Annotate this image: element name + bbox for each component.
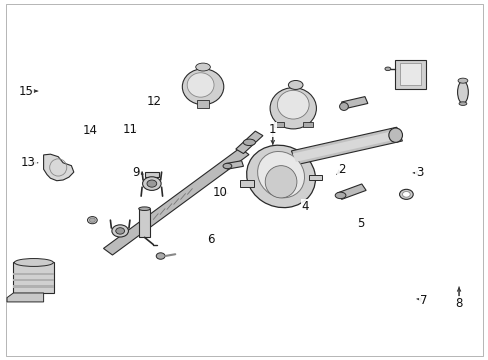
Ellipse shape (288, 81, 303, 89)
Text: 12: 12 (146, 95, 162, 108)
Ellipse shape (399, 189, 412, 199)
Bar (303, 122, 312, 127)
Polygon shape (337, 184, 366, 199)
Bar (13, 285, 54, 288)
Ellipse shape (257, 152, 304, 198)
Ellipse shape (384, 67, 390, 71)
Polygon shape (235, 131, 263, 154)
Text: 5: 5 (356, 216, 364, 230)
Ellipse shape (14, 258, 53, 266)
Text: 10: 10 (212, 186, 227, 199)
Ellipse shape (195, 63, 210, 71)
Ellipse shape (223, 163, 231, 169)
Text: 7: 7 (419, 294, 427, 307)
Ellipse shape (264, 166, 296, 198)
Text: 2: 2 (338, 163, 345, 176)
Polygon shape (291, 127, 402, 165)
Text: 4: 4 (301, 201, 308, 213)
Ellipse shape (147, 180, 157, 187)
Text: 3: 3 (415, 166, 423, 179)
Text: 6: 6 (207, 233, 215, 246)
Ellipse shape (187, 73, 214, 97)
Ellipse shape (457, 78, 467, 83)
Ellipse shape (277, 90, 308, 119)
Ellipse shape (458, 102, 466, 105)
Ellipse shape (269, 87, 316, 129)
Polygon shape (139, 209, 150, 237)
Ellipse shape (116, 228, 124, 234)
Text: 11: 11 (122, 123, 137, 136)
Ellipse shape (139, 207, 150, 211)
Bar (13, 262, 54, 293)
Text: 9: 9 (132, 166, 140, 179)
Ellipse shape (156, 253, 164, 259)
Text: 8: 8 (454, 297, 462, 310)
Polygon shape (341, 96, 367, 109)
Ellipse shape (87, 217, 97, 224)
Ellipse shape (182, 69, 224, 105)
Ellipse shape (402, 192, 409, 197)
Ellipse shape (457, 81, 468, 103)
Ellipse shape (339, 103, 347, 111)
Bar (13, 279, 54, 281)
Bar (309, 175, 321, 180)
Bar (239, 180, 254, 187)
Ellipse shape (89, 218, 95, 222)
Text: 14: 14 (82, 124, 97, 137)
Polygon shape (103, 148, 248, 255)
Text: 1: 1 (268, 123, 276, 136)
Ellipse shape (334, 192, 345, 199)
Text: 13: 13 (21, 156, 36, 169)
Ellipse shape (243, 139, 255, 145)
Polygon shape (292, 130, 401, 162)
Bar (394, 60, 425, 89)
Text: 15: 15 (19, 85, 33, 98)
Bar (13, 273, 54, 275)
Bar (399, 63, 420, 85)
Bar (197, 100, 208, 108)
Polygon shape (144, 172, 159, 177)
Bar (273, 122, 283, 127)
Polygon shape (7, 293, 43, 302)
Polygon shape (43, 154, 74, 181)
Ellipse shape (246, 145, 315, 208)
Ellipse shape (142, 177, 161, 190)
Ellipse shape (112, 225, 128, 237)
Ellipse shape (388, 128, 402, 142)
Polygon shape (225, 161, 243, 169)
